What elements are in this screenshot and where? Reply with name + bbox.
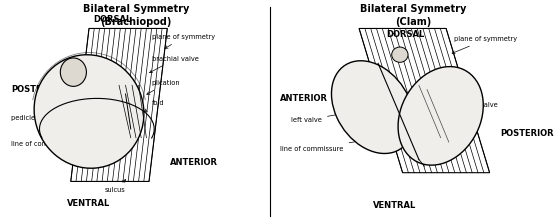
Polygon shape [359,29,490,173]
Ellipse shape [34,55,144,168]
Ellipse shape [398,67,483,165]
Text: ANTERIOR: ANTERIOR [170,158,218,167]
Text: Bilateral Symmetry
(Brachiopod): Bilateral Symmetry (Brachiopod) [83,4,189,27]
Text: Bilateral Symmetry
(Clam): Bilateral Symmetry (Clam) [360,4,467,27]
Ellipse shape [392,47,408,62]
Text: DORSAL: DORSAL [93,15,132,24]
Ellipse shape [60,58,87,86]
Text: left valve: left valve [291,111,350,123]
Polygon shape [70,29,167,182]
Text: plane of symmetry: plane of symmetry [152,34,215,48]
Text: line of commissure: line of commissure [11,141,74,147]
Text: VENTRAL: VENTRAL [67,199,110,208]
Text: ANTERIOR: ANTERIOR [280,94,328,103]
Text: plication: plication [147,80,180,94]
Text: line of commissure: line of commissure [280,137,377,152]
Text: POSTERIOR: POSTERIOR [501,129,554,138]
Text: sulcus: sulcus [105,180,125,193]
Text: pedicle valve: pedicle valve [11,115,62,121]
Text: DORSAL: DORSAL [386,30,425,39]
Ellipse shape [331,61,414,153]
Text: fold: fold [144,100,164,112]
Text: brachial valve: brachial valve [149,56,199,73]
Text: POSTERIOR: POSTERIOR [11,85,64,94]
Text: right valve: right valve [455,102,498,112]
Text: plane of symmetry: plane of symmetry [452,36,517,54]
Text: VENTRAL: VENTRAL [373,201,416,210]
